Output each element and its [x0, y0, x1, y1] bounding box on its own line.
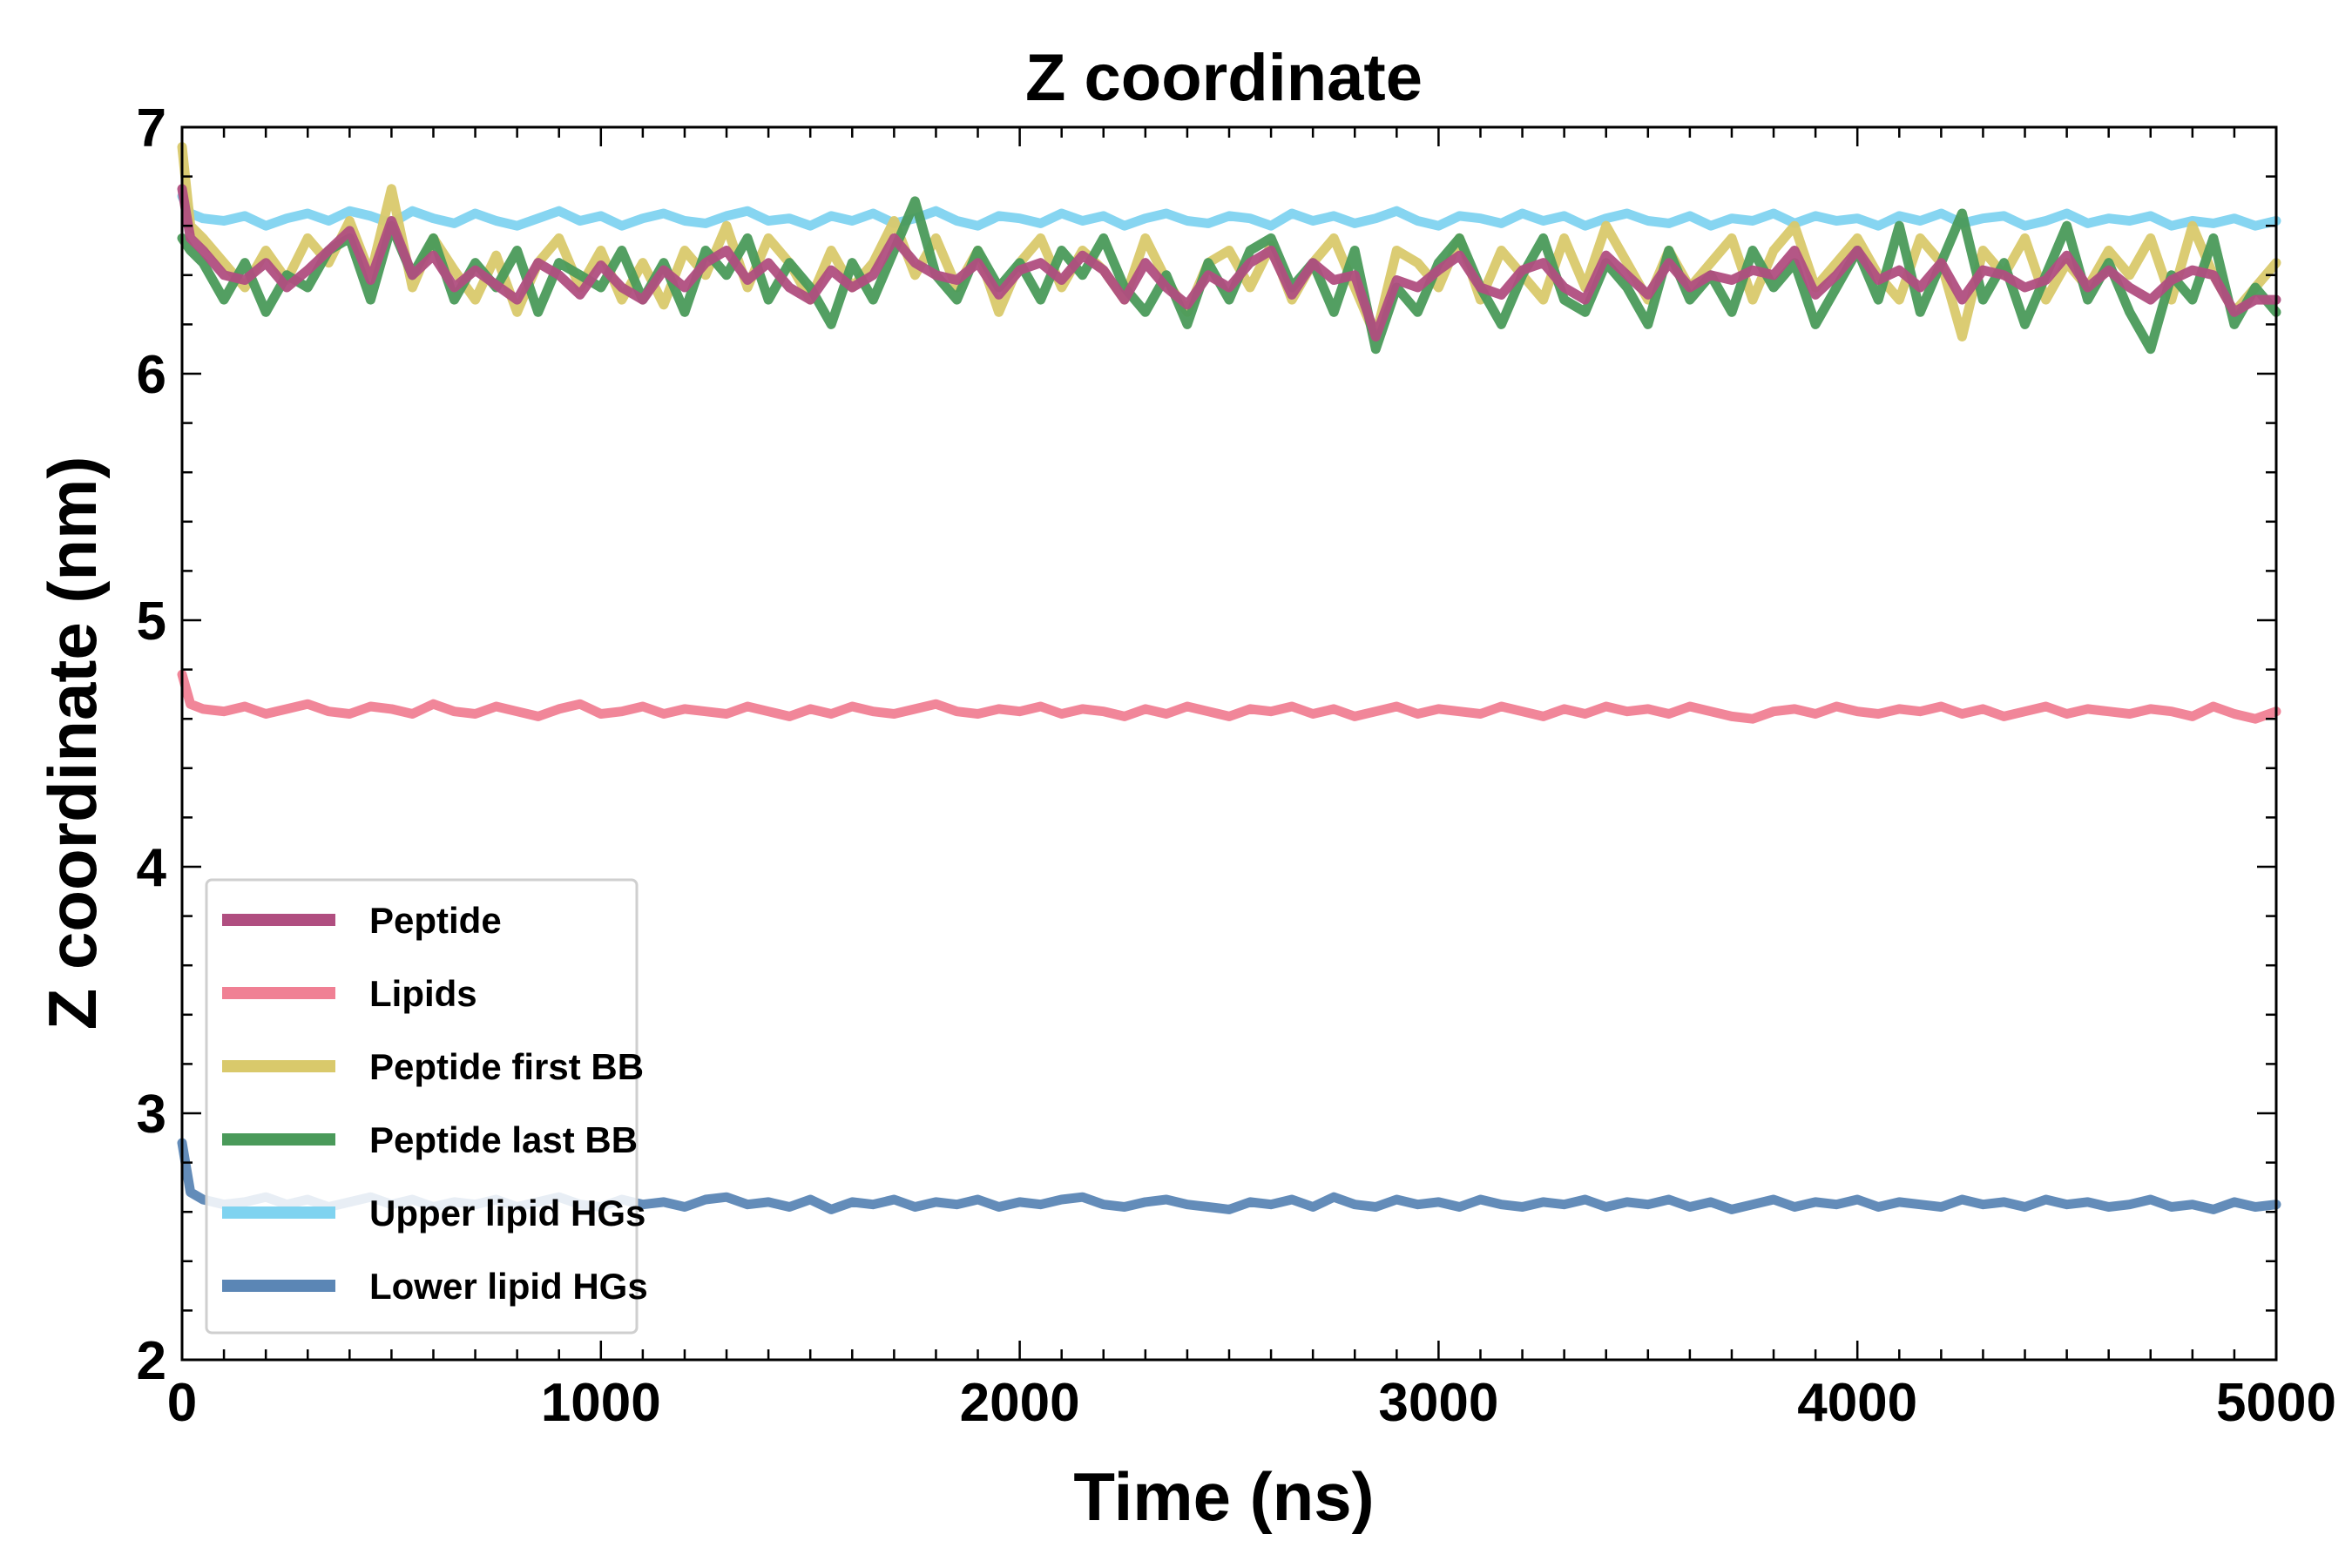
x-tick-label: 4000 — [1797, 1373, 1917, 1433]
series-line-upper-lipid-hgs — [177, 191, 2281, 231]
plot-frame — [180, 125, 2278, 1362]
x-tick-label: 3000 — [1378, 1373, 1498, 1433]
series-line-lipids — [177, 669, 2281, 724]
legend-label: Peptide last BB — [369, 1119, 638, 1160]
x-axis-label: Time (ns) — [1073, 1458, 1374, 1535]
legend-label: Peptide first BB — [369, 1046, 644, 1087]
legend-label: Lower lipid HGs — [369, 1266, 648, 1307]
y-tick-label: 3 — [137, 1085, 166, 1145]
legend: Peptide Lipids Peptide first BB Peptide las… — [205, 878, 648, 1335]
x-tick-label: 1000 — [541, 1373, 661, 1433]
y-tick-label: 2 — [137, 1331, 166, 1391]
y-tick-label: 5 — [137, 591, 166, 652]
x-tick-label: 5000 — [2216, 1373, 2336, 1433]
series-line-peptide — [177, 184, 2281, 341]
legend-label: Upper lipid HGs — [369, 1193, 645, 1233]
legend-items: Peptide Lipids Peptide first BB Peptide las… — [222, 900, 648, 1307]
chart-title: Z coordinate — [1025, 41, 1423, 115]
y-tick-label: 7 — [137, 98, 166, 159]
x-tick-label: 0 — [167, 1373, 197, 1433]
x-tick-label: 2000 — [960, 1373, 1080, 1433]
series-line-peptide-first-bb — [177, 142, 2281, 341]
y-axis-label: Z coordinate (nm) — [34, 456, 111, 1031]
legend-label: Lipids — [369, 973, 477, 1014]
legend-box — [205, 878, 639, 1335]
y-tick-label: 4 — [137, 838, 167, 898]
y-tick-label: 6 — [137, 345, 166, 405]
legend-label: Peptide — [369, 900, 502, 941]
